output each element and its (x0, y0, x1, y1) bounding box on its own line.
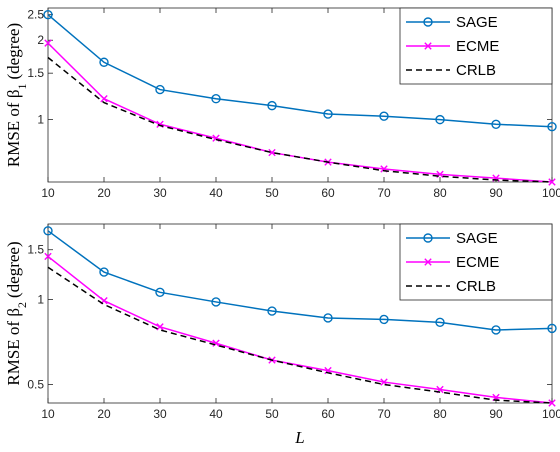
x-tick-label: 70 (377, 407, 391, 421)
x-tick-label: 90 (489, 186, 503, 200)
y-tick-label: 1 (37, 113, 44, 127)
data-point-sage (379, 111, 389, 121)
data-point-sage (491, 119, 501, 129)
data-point-ecme (212, 339, 220, 347)
legend-marker-ecme (424, 42, 432, 50)
y-tick-label: 1.5 (27, 66, 44, 80)
legend-label-crlb: CRLB (456, 62, 496, 79)
data-point-sage (211, 94, 221, 104)
data-point-sage (267, 306, 277, 316)
y-axis-label: RMSE of β2 (degree) (4, 241, 29, 385)
x-tick-label: 90 (489, 407, 503, 421)
legend-marker-sage (423, 233, 433, 243)
x-tick-label: 50 (265, 186, 279, 200)
data-point-sage (547, 122, 557, 132)
x-tick-label: 40 (209, 407, 223, 421)
legend-label-sage: SAGE (456, 230, 498, 247)
series-line-sage (47, 230, 553, 331)
data-point-sage (43, 226, 53, 236)
x-tick-label: 10 (41, 186, 55, 200)
x-tick-label: 30 (153, 407, 167, 421)
y-axis-label-subscript: 1 (15, 84, 29, 90)
series-line-crlb (47, 56, 553, 183)
x-tick-label: 100 (542, 186, 560, 200)
legend-label-ecme: ECME (456, 254, 499, 271)
data-point-ecme (156, 323, 164, 331)
y-axis-label-unit: (degree) (4, 241, 23, 298)
data-point-ecme (548, 399, 556, 407)
legend-marker-sage (423, 17, 433, 27)
legend-label-ecme: ECME (456, 38, 499, 55)
x-tick-label: 30 (153, 186, 167, 200)
y-tick-label: 2.5 (27, 8, 44, 22)
legend-label-crlb: CRLB (456, 278, 496, 295)
series-line-ecme (47, 42, 553, 183)
y-axis-label-main: RMSE of β (4, 90, 23, 168)
data-point-sage (435, 317, 445, 328)
y-axis-label: RMSE of β1 (degree) (4, 23, 29, 167)
data-point-sage (323, 109, 333, 119)
data-point-ecme (268, 148, 276, 157)
x-tick-label: 100 (542, 407, 560, 421)
data-point-sage (155, 84, 165, 95)
data-point-sage (155, 287, 165, 298)
data-point-sage (43, 9, 53, 20)
data-point-ecme (548, 178, 556, 186)
data-point-ecme (44, 252, 52, 261)
series-line-sage (47, 14, 553, 128)
x-tick-label: 70 (377, 186, 391, 200)
x-tick-label: 50 (265, 407, 279, 421)
y-axis-label-subscript: 2 (15, 302, 29, 308)
y-tick-label: 0.5 (27, 377, 44, 391)
y-tick-label: 1.5 (27, 243, 44, 257)
data-point-sage (435, 114, 445, 125)
x-tick-label: 60 (321, 407, 335, 421)
x-tick-label: 20 (97, 186, 111, 200)
x-axis-label: L (294, 428, 304, 447)
bottom-panel: 10 20 30 40 50 60 70 80 90 100 0.5 1 1.5 RMSE of β2 (d… (4, 223, 560, 447)
series-line-crlb (47, 266, 553, 404)
data-point-sage (491, 325, 501, 335)
data-point-sage (379, 314, 389, 325)
y-axis-label-main: RMSE of β (4, 308, 23, 386)
y-tick-label: 1 (37, 292, 44, 306)
y-tick-label: 2 (37, 33, 44, 47)
legend-marker-ecme (424, 258, 432, 266)
x-tick-label: 20 (97, 407, 111, 421)
x-tick-label: 60 (321, 186, 335, 200)
data-point-sage (99, 267, 109, 277)
y-axis-label-unit: (degree) (4, 23, 23, 80)
data-point-sage (547, 323, 557, 334)
legend-label-sage: SAGE (456, 14, 498, 31)
data-point-sage (211, 297, 221, 307)
series-line-ecme (47, 255, 553, 404)
data-point-ecme (44, 39, 52, 47)
x-tick-label: 40 (209, 186, 223, 200)
data-point-sage (99, 57, 109, 67)
data-point-sage (267, 100, 277, 111)
x-tick-label: 80 (433, 407, 447, 421)
data-point-sage (323, 313, 333, 323)
data-point-ecme (100, 95, 108, 103)
x-tick-label: 80 (433, 186, 447, 200)
x-tick-label: 10 (41, 407, 55, 421)
